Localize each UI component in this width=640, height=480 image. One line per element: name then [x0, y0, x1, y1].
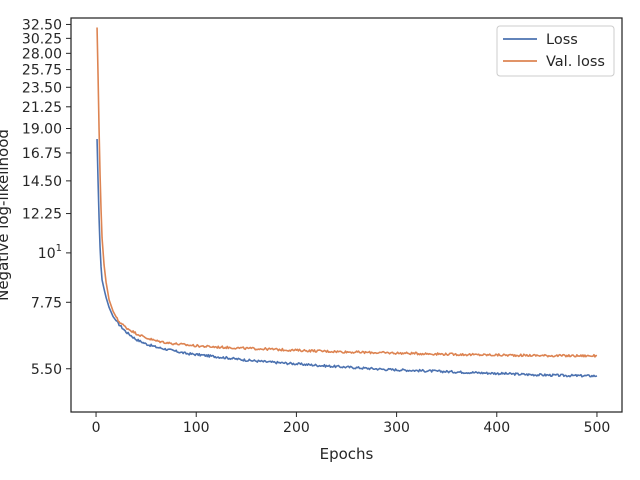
series-lines — [96, 27, 598, 378]
y-tick-label: 7.75 — [31, 295, 62, 311]
y-tick-label: 16.75 — [22, 146, 62, 162]
x-tick-label: 200 — [283, 420, 310, 436]
x-axis-label: Epochs — [320, 445, 374, 463]
x-tick-label: 500 — [584, 420, 611, 436]
legend-label-val-loss: Val. loss — [546, 54, 605, 70]
x-tick-label: 0 — [92, 420, 101, 436]
x-axis-ticks: 0 100 200 300 400 500 — [92, 412, 611, 436]
x-tick-label: 100 — [183, 420, 210, 436]
x-tick-label: 300 — [383, 420, 410, 436]
y-tick-label: 12.25 — [22, 207, 62, 223]
legend: Loss Val. loss — [496, 25, 615, 77]
y-tick-label: 5.50 — [31, 362, 62, 378]
y-tick-label: 21.25 — [22, 100, 62, 116]
x-tick-label: 400 — [483, 420, 510, 436]
y-tick-label: 32.50 — [22, 17, 62, 33]
y-tick-label: 30.25 — [22, 31, 62, 47]
series-line-loss — [96, 138, 598, 378]
y-tick-label: 23.50 — [22, 80, 62, 96]
y-tick-label: 25.75 — [22, 63, 62, 79]
y-tick-label: 28.00 — [22, 46, 62, 62]
y-tick-label: 14.50 — [22, 174, 62, 190]
plot-frame — [70, 17, 623, 413]
y-tick-label: 19.00 — [22, 121, 62, 137]
legend-label-loss: Loss — [546, 32, 578, 48]
series-line-val-loss — [96, 27, 598, 358]
y-axis-label: Negative log-likelihood — [0, 129, 12, 301]
